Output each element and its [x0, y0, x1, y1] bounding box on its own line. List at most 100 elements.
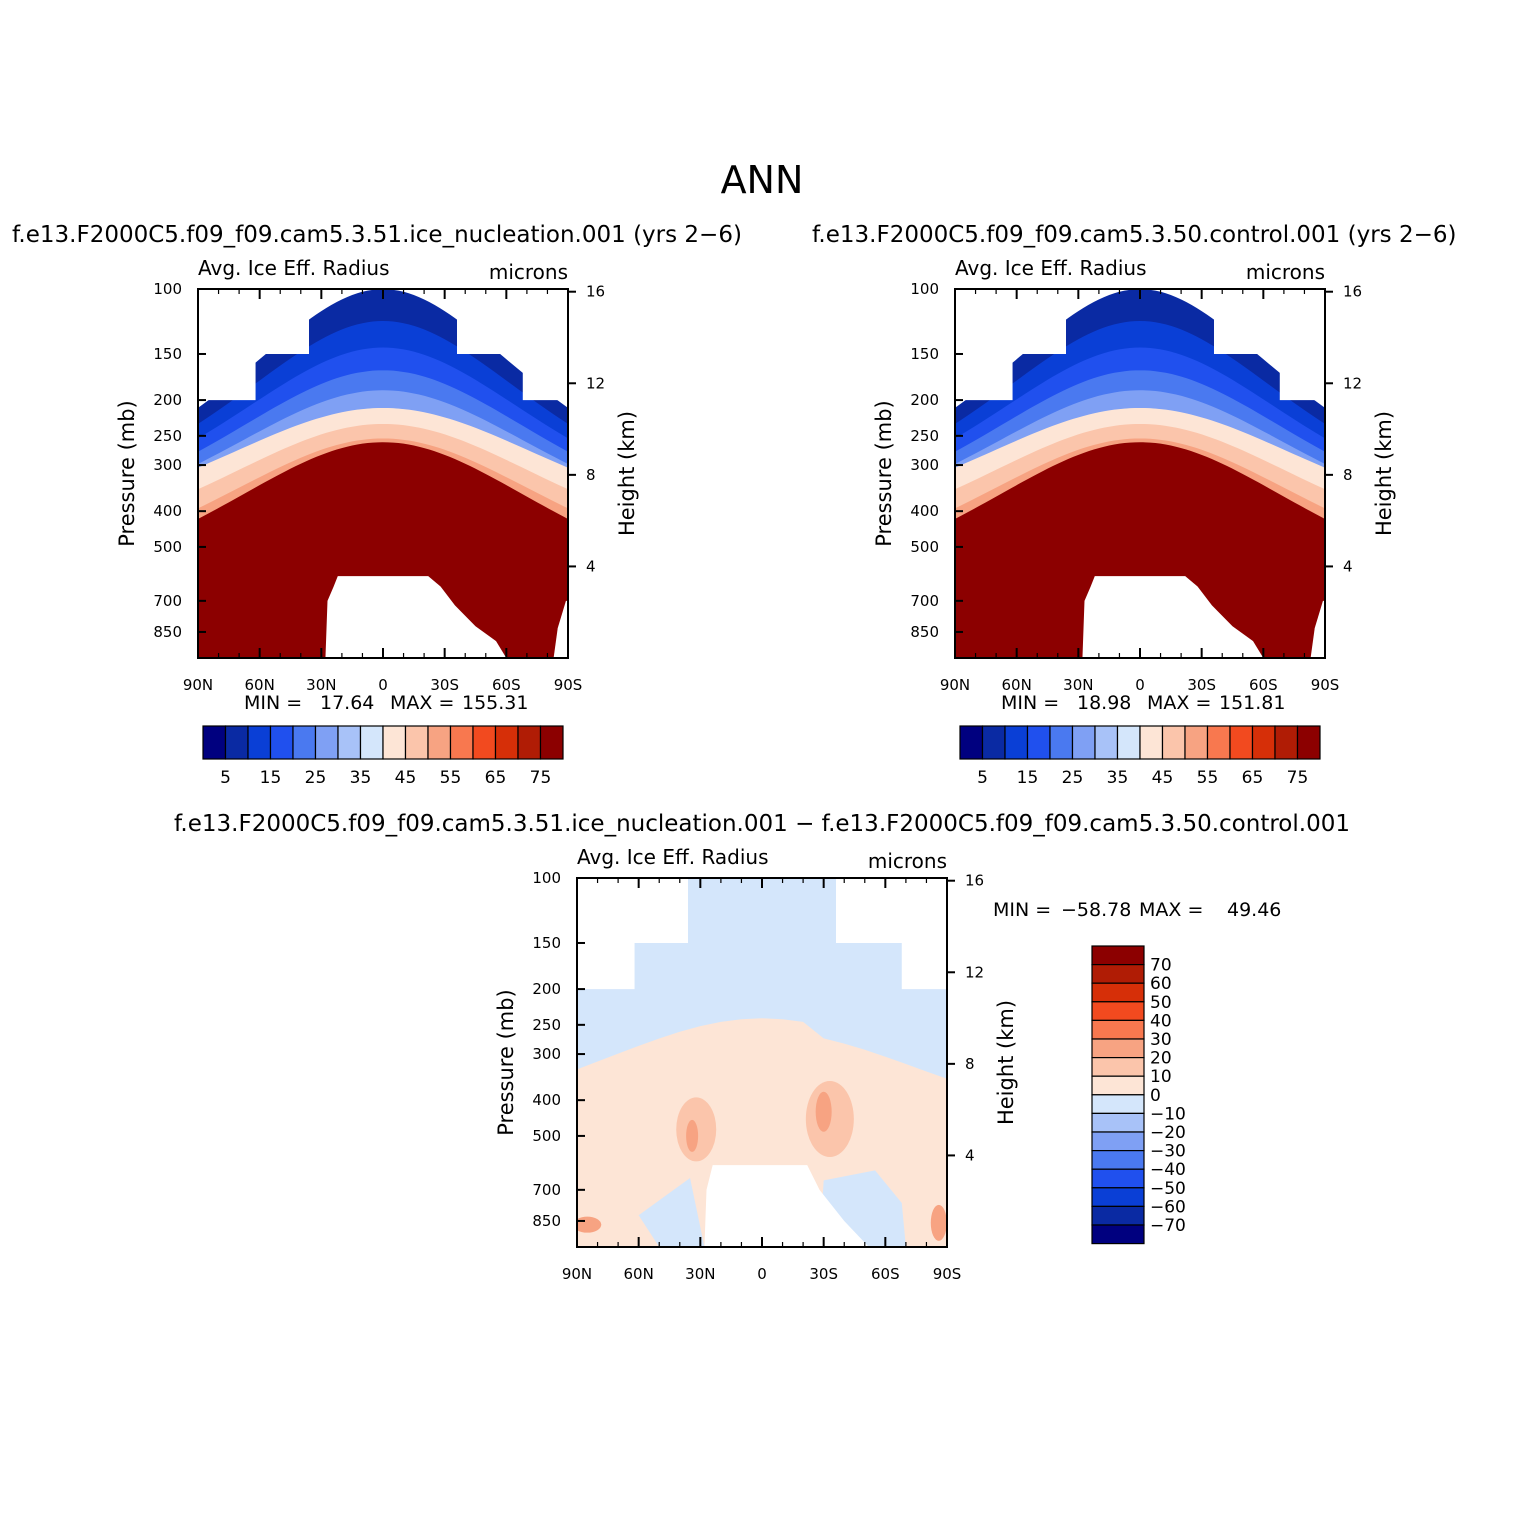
colorbar-box	[1184, 725, 1209, 760]
y-tick-label: 300	[910, 456, 939, 474]
colorbar-box	[1116, 725, 1141, 760]
x-tick-label: 0	[757, 1265, 767, 1283]
right-string: microns	[489, 260, 568, 284]
missing-region-lower	[325, 576, 507, 658]
colorbar-box	[1091, 1187, 1145, 1208]
x-tick-label: 60S	[871, 1265, 900, 1283]
colorbar-label: 30	[1150, 1030, 1172, 1050]
panel-title: f.e13.F2000C5.f09_f09.cam5.3.51.ice_nucl…	[174, 811, 1350, 837]
diff-blob-30	[815, 1091, 832, 1132]
max-label: MAX =	[390, 692, 454, 714]
colorbar-label: 15	[260, 768, 282, 788]
y-right-tick-label: 16	[586, 283, 605, 301]
colorbar-label: 50	[1150, 993, 1172, 1013]
colorbar-box	[981, 725, 1006, 760]
contour-field	[198, 289, 568, 658]
y-tick-label: 150	[532, 934, 561, 952]
colorbar-box	[247, 725, 272, 760]
x-tick-label: 30N	[1063, 676, 1093, 694]
y-axis-label-right: Height (km)	[1372, 411, 1396, 536]
missing-region-nh	[955, 289, 1066, 401]
contour-field	[577, 878, 947, 1247]
y-tick-label: 400	[153, 502, 182, 520]
y-right-tick-label: 8	[586, 466, 596, 484]
colorbar-label: 40	[1150, 1011, 1172, 1031]
colorbar-box	[404, 725, 429, 760]
colorbar-box	[1091, 1112, 1145, 1133]
missing-region-sh	[457, 289, 568, 401]
x-tick-label: 30S	[430, 676, 459, 694]
y-axis-label: Pressure (mb)	[494, 989, 518, 1136]
y-tick-label: 150	[910, 345, 939, 363]
colorbar-box	[1091, 1075, 1145, 1096]
y-right-tick-label: 12	[1343, 374, 1362, 392]
y-tick-label: 250	[153, 427, 182, 445]
y-tick-label: 100	[153, 280, 182, 298]
colorbar-box	[1091, 982, 1145, 1003]
colorbar-label: −40	[1150, 1160, 1186, 1180]
colorbar-box	[1274, 725, 1299, 760]
colorbar-box	[224, 725, 249, 760]
y-tick-label: 100	[532, 869, 561, 887]
x-tick-label: 60N	[624, 1265, 654, 1283]
colorbar-box	[1071, 725, 1096, 760]
x-tick-label: 90N	[183, 676, 213, 694]
colorbar-label: 15	[1017, 768, 1039, 788]
colorbar-box	[1139, 725, 1164, 760]
colorbar-label: 0	[1150, 1086, 1161, 1106]
colorbar-box	[1091, 1094, 1145, 1115]
min-value: −58.78	[1061, 899, 1131, 921]
x-tick-label: 90S	[933, 1265, 962, 1283]
colorbar-label: 65	[485, 768, 507, 788]
y-right-tick-label: 12	[965, 963, 984, 981]
colorbar: 5 15 25 35 45 55 65 75	[959, 725, 1321, 788]
y-tick-label: 500	[532, 1127, 561, 1145]
y-tick-label: 200	[532, 980, 561, 998]
colorbar-box	[1004, 725, 1029, 760]
colorbar-label: 35	[1107, 768, 1129, 788]
colorbar-label: 75	[530, 768, 552, 788]
y-right-tick-label: 12	[586, 374, 605, 392]
colorbar-label: 65	[1242, 768, 1264, 788]
colorbar-box	[202, 725, 227, 760]
min-label: MIN =	[993, 899, 1051, 921]
y-tick-label: 200	[910, 391, 939, 409]
colorbar-box	[1091, 1149, 1145, 1170]
missing-region-sh	[1214, 289, 1325, 401]
colorbar-box	[1091, 1131, 1145, 1152]
colorbar-box	[472, 725, 497, 760]
colorbar-box	[1049, 725, 1074, 760]
y-tick-label: 850	[910, 623, 939, 641]
axes-panel-0: 90N 60N 30N 0 30S 60S 90S 100 150 200 250 300 400 500…	[115, 256, 639, 694]
contour-band-max	[198, 442, 568, 658]
colorbar-label: 55	[1197, 768, 1219, 788]
x-tick-label: 30N	[685, 1265, 715, 1283]
y-right-tick-label: 8	[1343, 466, 1353, 484]
colorbar-label: −10	[1150, 1104, 1186, 1124]
y-tick-label: 700	[910, 592, 939, 610]
y-right-tick-label: 4	[965, 1146, 975, 1164]
colorbar-label: 75	[1287, 768, 1309, 788]
left-string: Avg. Ice Eff. Radius	[198, 256, 390, 280]
colorbar-label: 70	[1150, 956, 1172, 976]
contour-field	[955, 289, 1325, 658]
missing-region-nh	[577, 878, 688, 990]
colorbar-box	[1091, 945, 1145, 966]
right-string: microns	[868, 849, 947, 873]
y-tick-label: 300	[532, 1045, 561, 1063]
colorbar-box	[1161, 725, 1186, 760]
colorbar-label: 25	[1062, 768, 1084, 788]
y-tick-label: 100	[910, 280, 939, 298]
diff-band-negative-lower	[638, 1177, 705, 1247]
colorbar-label: 45	[1152, 768, 1174, 788]
colorbar-label: 45	[395, 768, 417, 788]
colorbar-box	[449, 725, 474, 760]
colorbar-label: 5	[220, 768, 231, 788]
max-value: 155.31	[462, 692, 528, 714]
colorbar-label: 20	[1150, 1049, 1172, 1069]
colorbar-label: −50	[1150, 1179, 1186, 1199]
x-tick-label: 90N	[562, 1265, 592, 1283]
